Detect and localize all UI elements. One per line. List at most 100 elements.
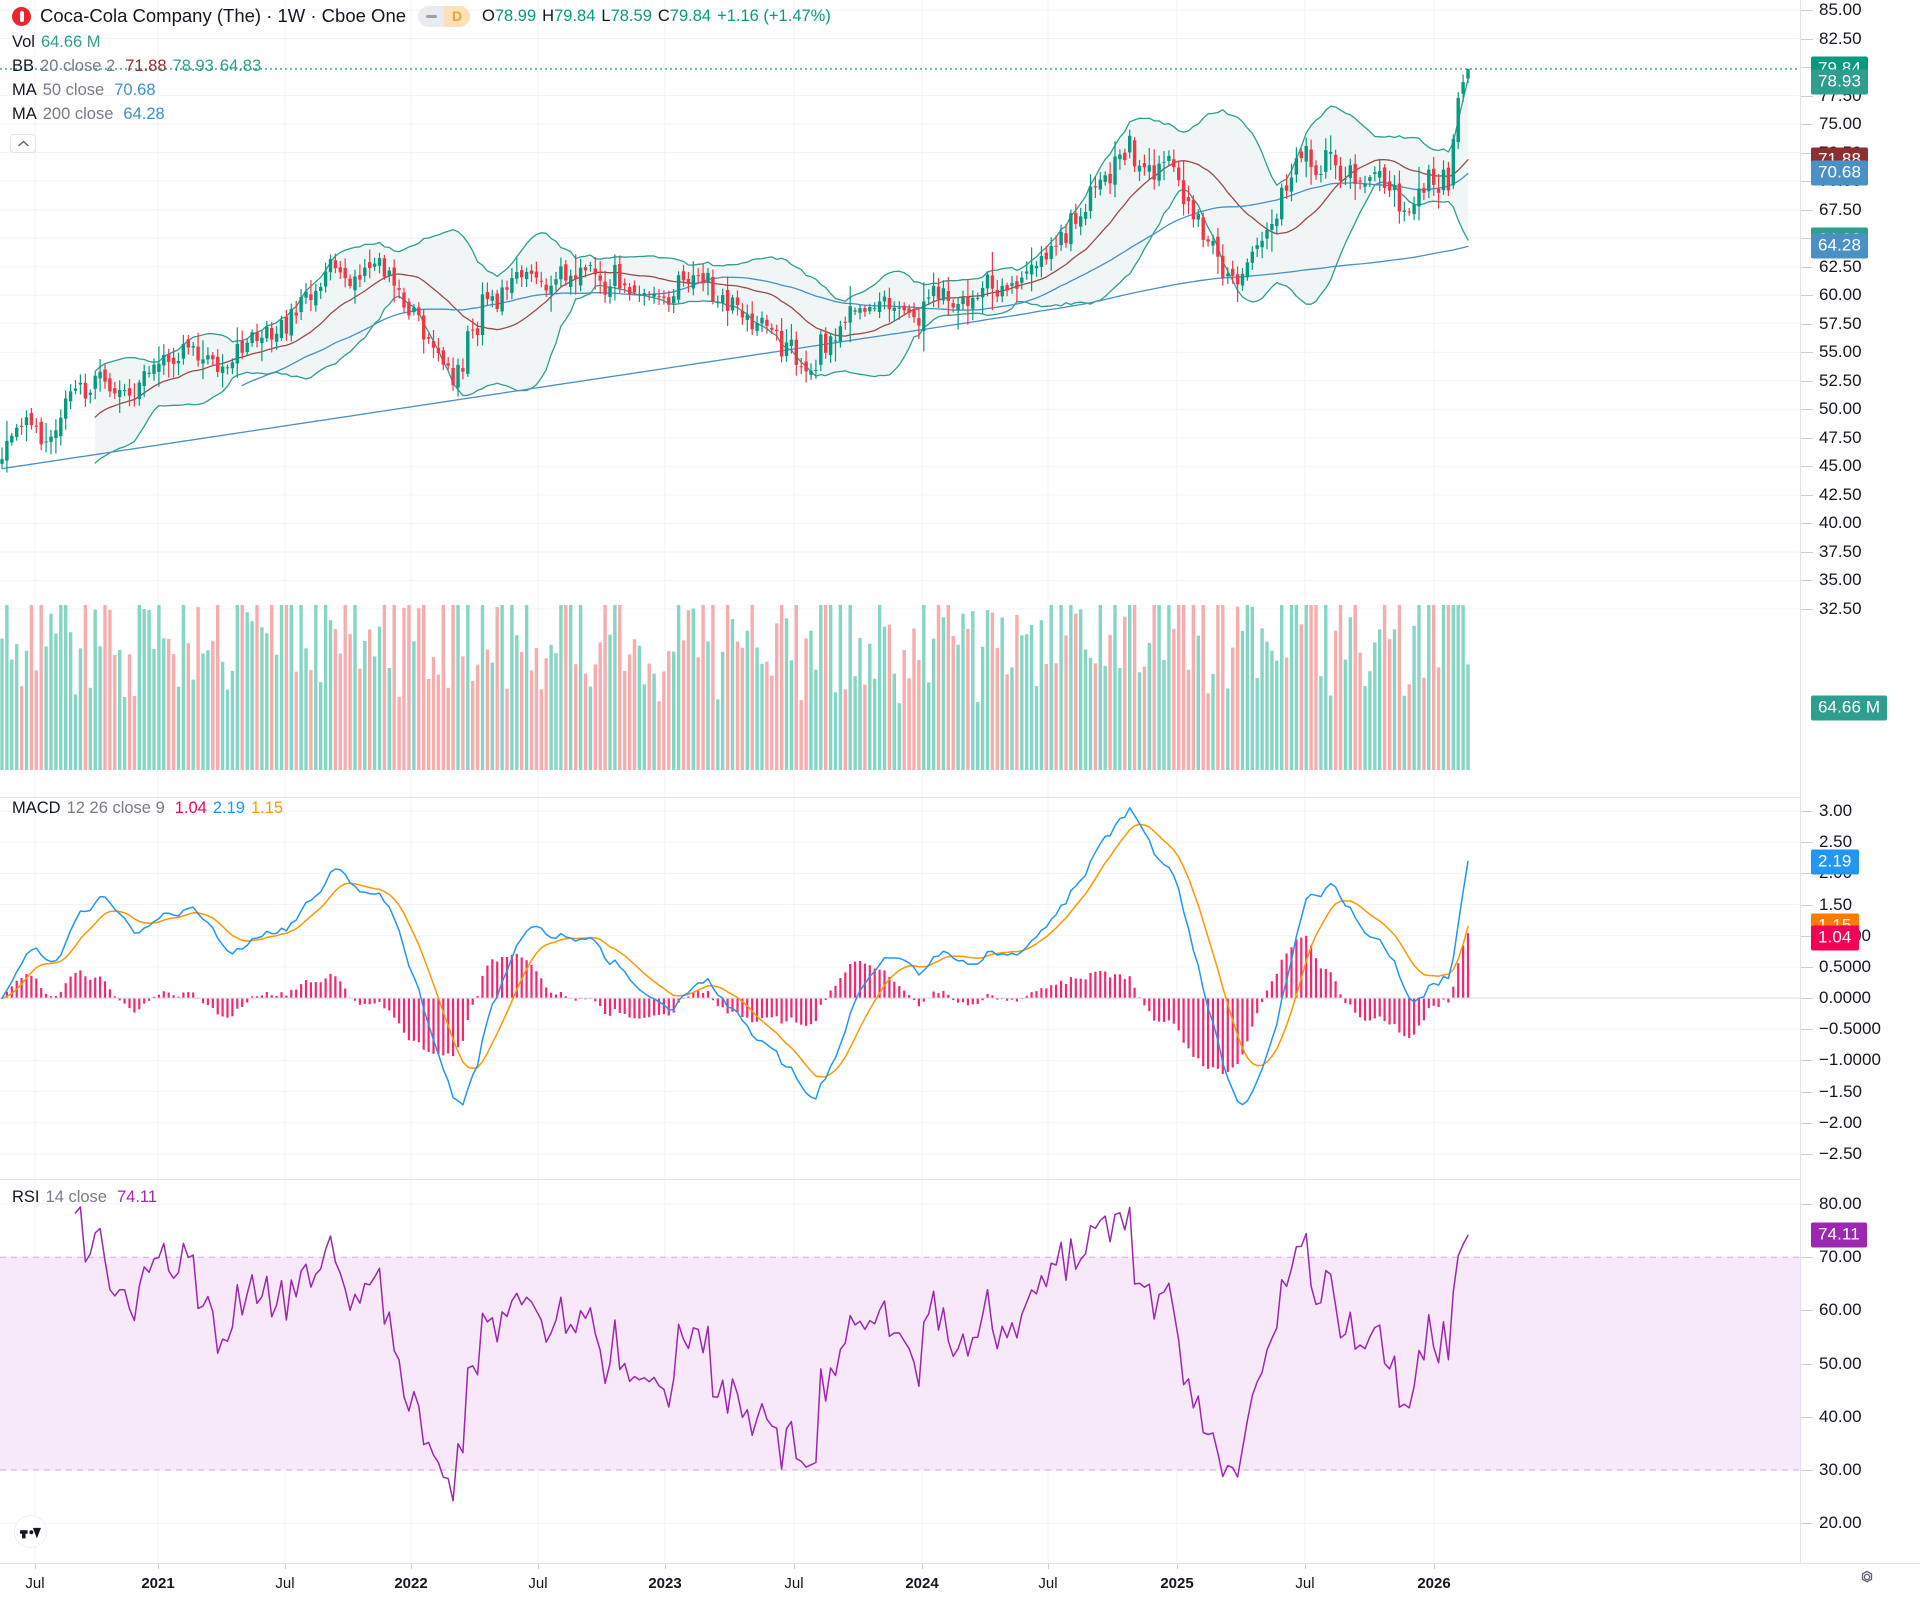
rsi-pane-legend: RSI 14 close 74.11: [12, 1187, 157, 1207]
scale-tick-label: −2.50: [1819, 1144, 1863, 1163]
time-axis-label-jul-10: Jul: [1295, 1575, 1315, 1592]
price-scale-column[interactable]: 85.0082.5080.0077.5075.0072.5070.0067.50…: [1800, 0, 1920, 1563]
bb-legend-params: 20 close 2: [40, 57, 116, 75]
macd-legend-signal: 1.15: [251, 799, 284, 817]
scale-tick-label: 37.50: [1819, 541, 1862, 561]
volume-legend-value: 64.66 M: [40, 33, 101, 51]
macd-scale-tick-6: 0.0000: [1801, 988, 1871, 1008]
scale-tick-label: −2.00: [1819, 1112, 1863, 1132]
scale-tick-mark: [1801, 466, 1813, 468]
rsi-value-badge[interactable]: 74.11: [1811, 1222, 1867, 1248]
symbol-header-row[interactable]: Coca-Cola Company (The) · 1W · Cboe One …: [12, 4, 831, 28]
price-scale-tick-45-00: 45.00: [1801, 456, 1862, 476]
gear-icon[interactable]: [1856, 1566, 1878, 1593]
bb-legend-upper: 78.93: [172, 57, 214, 75]
scale-tick-mark: [1801, 523, 1813, 525]
time-axis-tick-10: [1305, 1564, 1306, 1569]
macd-line-badge[interactable]: 2.19: [1811, 849, 1859, 874]
time-axis-tick-0: [35, 1564, 36, 1569]
time-axis-label-jul-8: Jul: [1038, 1575, 1058, 1592]
interval-pill[interactable]: D: [418, 5, 471, 27]
time-axis[interactable]: Jul 2021 Jul 2022 Jul 2023 Jul 2024 Jul 2025 Jul 20…: [0, 1563, 1920, 1600]
scale-tick-mark: [1801, 323, 1813, 325]
macd-scale-tick-0: 3.00: [1801, 801, 1853, 821]
macd-legend-params: 12 26 close 9: [66, 799, 165, 817]
ma50-legend-row[interactable]: MA 50 close 70.68: [12, 80, 831, 100]
ohlc-open-value: 78.99: [494, 7, 537, 25]
rsi-legend-value: 74.11: [116, 1188, 158, 1206]
ohlc-open-key: O: [482, 7, 495, 25]
price-scale-tick-67-50: 67.50: [1801, 200, 1862, 220]
scale-tick-mark: [1801, 1310, 1813, 1312]
tradingview-logo-icon[interactable]: [14, 1515, 47, 1548]
price-scale-tick-60-00: 60.00: [1801, 285, 1862, 305]
scale-tick-mark: [1801, 842, 1813, 844]
scale-tick-label: 1.50: [1819, 894, 1853, 914]
scale-tick-mark: [1801, 1204, 1813, 1205]
scale-tick-label: 70.00: [1819, 1247, 1862, 1267]
time-axis-tick-4: [538, 1564, 539, 1569]
macd-hist-badge[interactable]: 1.04: [1811, 925, 1859, 951]
scale-tick-mark: [1801, 409, 1813, 411]
scale-tick-label: 45.00: [1819, 456, 1862, 476]
macd-scale-tick-9: −1.50: [1801, 1082, 1862, 1102]
scale-tick-label: −0.5000: [1819, 1019, 1881, 1039]
macd-scale-tick-5: 0.5000: [1801, 957, 1871, 977]
ma50-badge[interactable]: 70.68: [1811, 160, 1869, 186]
legend-collapse-button[interactable]: [10, 134, 36, 153]
bb-legend-basis: 71.88: [125, 57, 167, 75]
ma200-legend-params: 200 close: [42, 105, 114, 123]
ohlc-high-value: 79.84: [554, 7, 596, 25]
scale-tick-mark: [1801, 609, 1813, 610]
scale-tick-mark: [1801, 238, 1813, 240]
macd-pane-legend: MACD 12 26 close 9 1.04 2.19 1.15: [12, 798, 283, 818]
rsi-scale-tick-1: 70.00: [1801, 1247, 1862, 1267]
bb-legend-name: BB: [12, 57, 35, 75]
scale-tick-label: 3.00: [1819, 801, 1853, 820]
interval-badge-label: D: [444, 5, 471, 27]
coca-cola-logo-icon: [12, 6, 31, 26]
time-axis-tick-6: [794, 1564, 795, 1569]
ma200-legend-row[interactable]: MA 200 close 64.28: [12, 104, 831, 124]
volume-badge[interactable]: 64.66 M: [1811, 695, 1888, 721]
bb-legend-row[interactable]: BB 20 close 2 71.88 78.93 64.83: [12, 56, 831, 76]
price-scale-tick-40-00: 40.00: [1801, 513, 1862, 533]
scale-tick-mark: [1801, 1416, 1813, 1418]
pane-divider-macd-rsi[interactable]: [0, 1179, 1800, 1180]
scale-tick-mark: [1801, 904, 1813, 906]
time-axis-tick-5: [665, 1564, 666, 1569]
scale-tick-label: 80.00: [1819, 1194, 1862, 1213]
rsi-scale-tick-5: 30.00: [1801, 1460, 1862, 1480]
pane-divider-price-macd[interactable]: [0, 797, 1800, 798]
rsi-pane[interactable]: [0, 1180, 1800, 1563]
rsi-scale-tick-2: 60.00: [1801, 1300, 1862, 1320]
scale-tick-mark: [1801, 1257, 1813, 1259]
price-pane[interactable]: [0, 0, 1800, 797]
macd-legend-row[interactable]: MACD 12 26 close 9 1.04 2.19 1.15: [12, 798, 283, 818]
bb-upper-badge[interactable]: 78.93: [1811, 69, 1869, 95]
rsi-scale-tick-3: 50.00: [1801, 1354, 1862, 1374]
price-scale-tick-57-50: 57.50: [1801, 314, 1862, 334]
time-axis-label-jul-4: Jul: [528, 1575, 548, 1592]
price-chart-canvas: [0, 0, 1800, 797]
scale-tick-mark: [1801, 295, 1813, 297]
bb-legend-lower: 64.83: [219, 57, 262, 75]
scale-tick-label: 40.00: [1819, 513, 1862, 533]
scale-tick-label: 0.0000: [1819, 988, 1871, 1008]
macd-pane[interactable]: [0, 798, 1800, 1179]
rsi-legend-row[interactable]: RSI 14 close 74.11: [12, 1187, 157, 1207]
scale-tick-label: 60.00: [1819, 285, 1862, 305]
rsi-chart-canvas: [0, 1180, 1800, 1563]
volume-legend-row[interactable]: Vol 64.66 M: [12, 32, 831, 52]
volume-legend-name: Vol: [12, 33, 35, 51]
ma200-badge[interactable]: 64.28: [1811, 233, 1869, 259]
scale-tick-mark: [1801, 494, 1813, 496]
price-scale-tick-37-50: 37.50: [1801, 541, 1862, 562]
scale-tick-label: 30.00: [1819, 1460, 1862, 1479]
scale-tick-mark: [1801, 551, 1813, 553]
symbol-title[interactable]: Coca-Cola Company (The) · 1W · Cboe One: [40, 5, 407, 26]
scale-tick-label: 50.00: [1819, 399, 1862, 419]
scale-tick-mark: [1801, 580, 1813, 582]
scale-tick-label: 85.00: [1819, 0, 1862, 19]
